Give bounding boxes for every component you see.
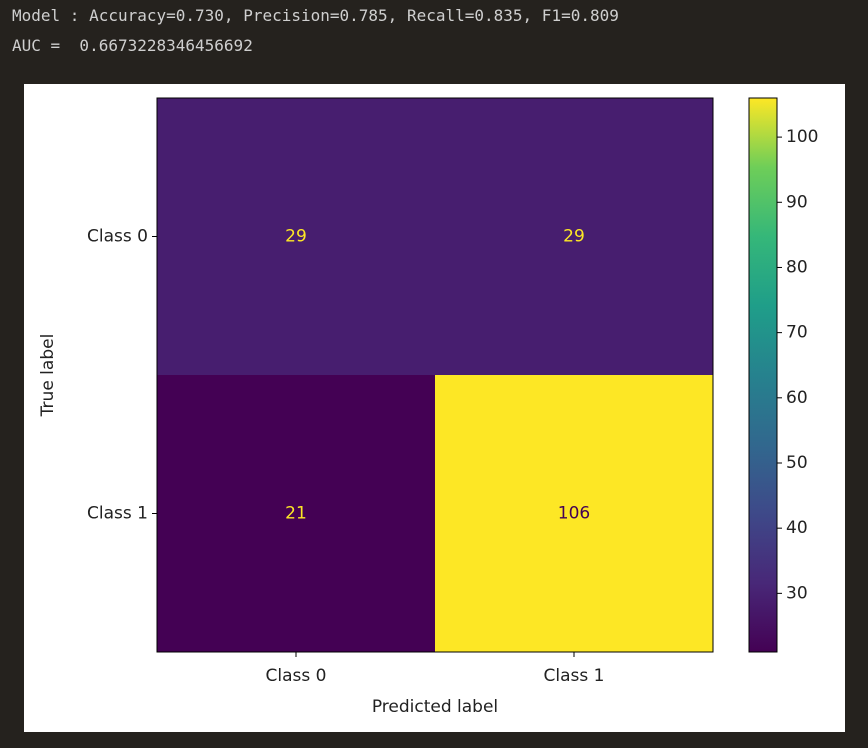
colorbar-tick-label: 50 (786, 453, 808, 473)
y-tick-label: Class 1 (87, 504, 148, 524)
colorbar (748, 97, 778, 653)
colorbar-tick-label: 80 (786, 257, 808, 277)
colorbar-tick-label: 90 (786, 192, 808, 212)
cell-label: 21 (285, 504, 307, 524)
y-axis-label: True label (38, 334, 58, 418)
cell-label: 29 (285, 227, 307, 247)
heatmap-cell (435, 98, 713, 375)
x-tick-label: Class 1 (544, 666, 605, 686)
colorbar-tick-label: 70 (786, 323, 808, 343)
cell-label: 106 (558, 504, 590, 524)
colorbar-tick-label: 30 (786, 583, 808, 603)
x-tick-label: Class 0 (266, 666, 327, 686)
heatmap-cell (435, 375, 713, 652)
y-tick-label: Class 0 (87, 227, 148, 247)
output-line: AUC = 0.6673228346456692 (12, 36, 253, 55)
cell-label: 29 (563, 227, 585, 247)
axes-frame (156, 97, 714, 653)
colorbar-tick-label: 60 (786, 388, 808, 408)
heatmap-cell (157, 375, 435, 652)
heatmap-cell (157, 98, 435, 375)
x-axis-label: Predicted label (372, 697, 498, 717)
colorbar-tick-label: 100 (786, 127, 818, 147)
colorbar-tick-label: 40 (786, 518, 808, 538)
heatmap: 29 29 21 106 Class 0 Class 1 Class 0 Class 1 30 4… (87, 97, 818, 686)
output-line: Model : Accuracy=0.730, Precision=0.785,… (12, 6, 619, 25)
